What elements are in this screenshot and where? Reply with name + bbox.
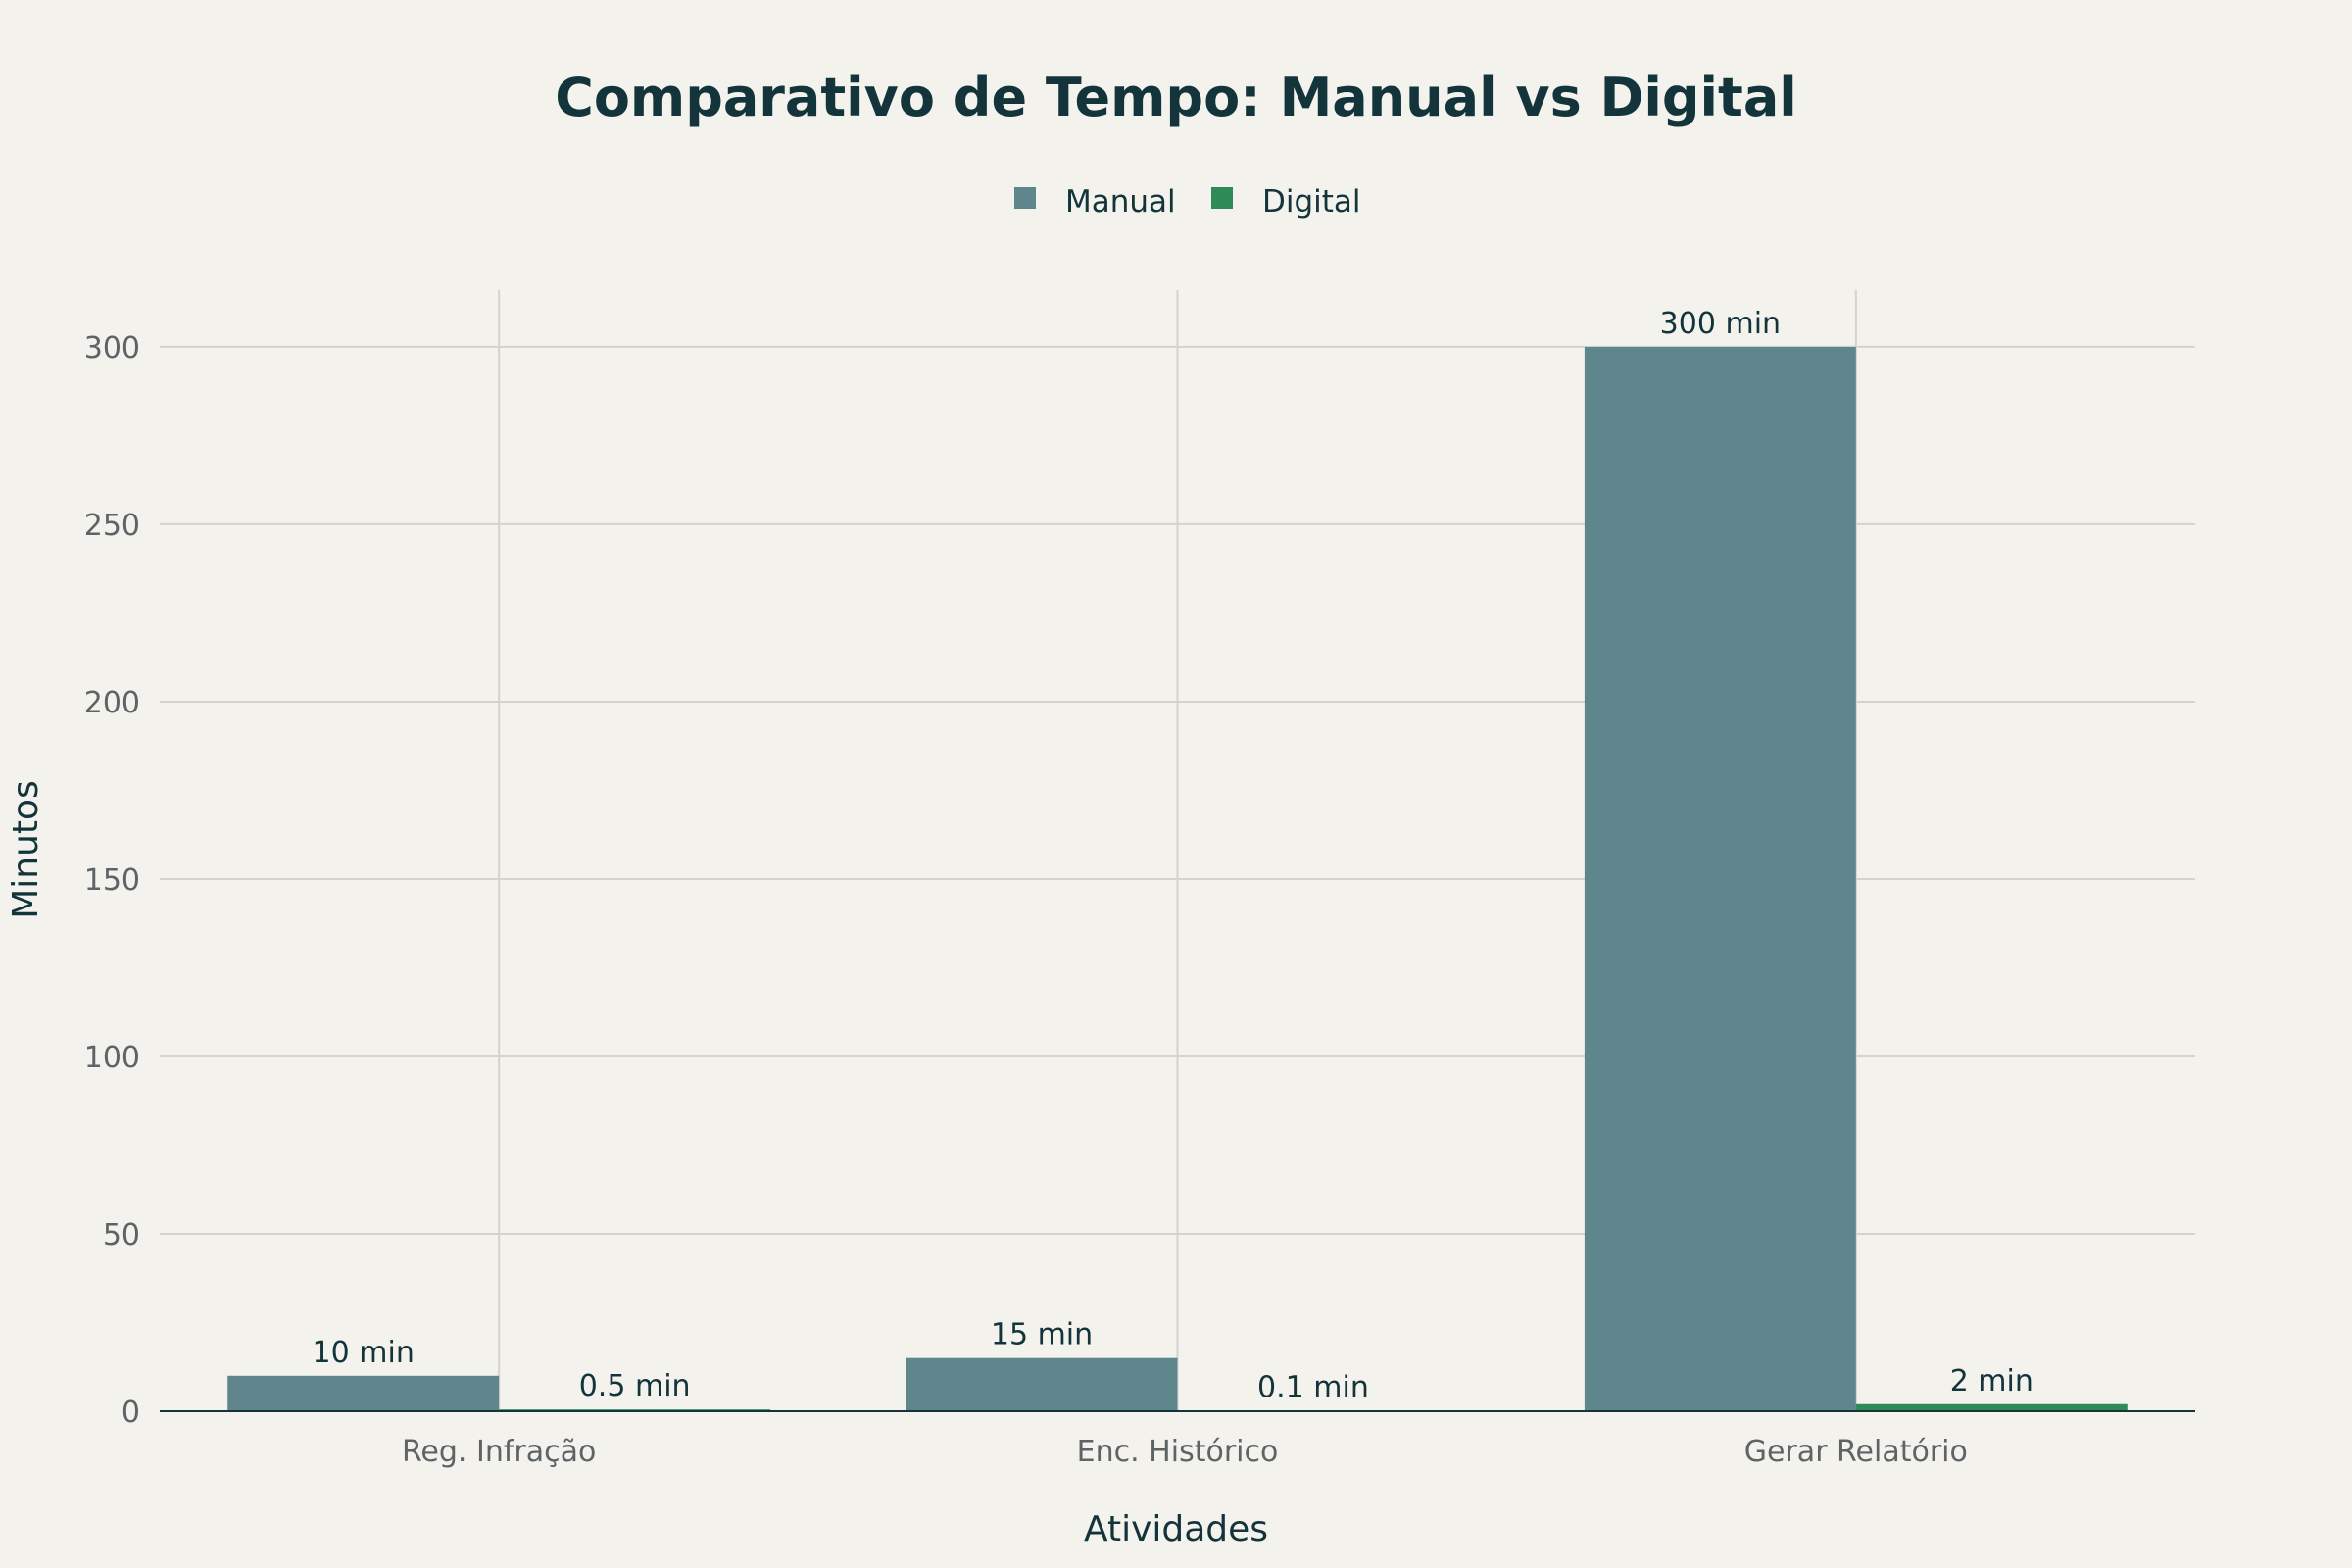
legend: Manual Digital bbox=[1014, 184, 1361, 220]
data-labels: 10 min 15 min 300 min 0.5 min 0.1 min 2 min bbox=[313, 307, 2034, 1405]
y-tick-label: 100 bbox=[84, 1041, 140, 1075]
data-label: 2 min bbox=[1950, 1364, 2034, 1398]
data-label: 0.5 min bbox=[579, 1369, 691, 1403]
legend-label-digital: Digital bbox=[1262, 184, 1361, 220]
legend-swatch-digital bbox=[1211, 187, 1233, 209]
x-tick-label: Enc. Histórico bbox=[1077, 1435, 1279, 1469]
chart-title: Comparativo de Tempo: Manual vs Digital bbox=[555, 67, 1797, 128]
x-tick-label: Reg. Infração bbox=[402, 1435, 596, 1469]
y-tick-label: 200 bbox=[84, 686, 140, 720]
bars bbox=[160, 346, 2195, 1412]
y-axis-title: Minutos bbox=[6, 780, 46, 919]
data-label: 300 min bbox=[1660, 307, 1781, 341]
x-axis-title: Atividades bbox=[1084, 1509, 1268, 1549]
y-tick-label: 0 bbox=[122, 1396, 140, 1430]
x-tick-label: Gerar Relatório bbox=[1744, 1435, 1968, 1469]
legend-label-manual: Manual bbox=[1065, 184, 1176, 220]
data-label: 15 min bbox=[991, 1318, 1093, 1352]
data-label: 0.1 min bbox=[1257, 1371, 1369, 1405]
y-axis-ticks: 0 50 100 150 200 250 300 bbox=[84, 331, 140, 1430]
bar-manual bbox=[906, 1357, 1178, 1411]
x-axis-ticks: Reg. Infração Enc. Histórico Gerar Relatór… bbox=[402, 1435, 1968, 1469]
y-tick-label: 300 bbox=[84, 331, 140, 366]
y-tick-label: 250 bbox=[84, 509, 140, 543]
grid bbox=[160, 290, 2195, 1411]
legend-swatch-manual bbox=[1014, 187, 1036, 209]
bar-manual bbox=[1584, 346, 1856, 1411]
bar-digital bbox=[1855, 1403, 2128, 1411]
data-label: 10 min bbox=[313, 1336, 415, 1370]
y-tick-label: 150 bbox=[84, 863, 140, 898]
bar-manual bbox=[227, 1375, 500, 1411]
y-tick-label: 50 bbox=[103, 1218, 140, 1252]
